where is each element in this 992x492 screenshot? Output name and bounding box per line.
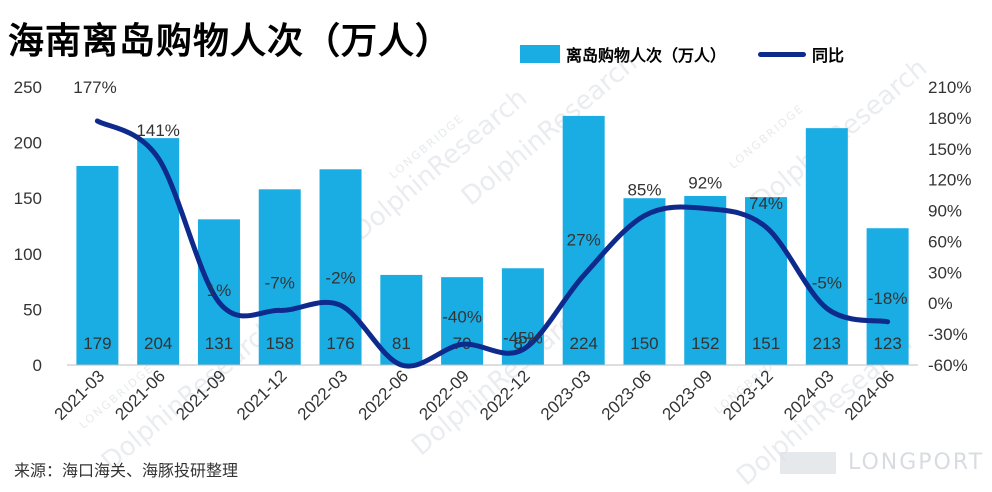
brand-text: LONGPORT <box>848 450 985 475</box>
line-value-label: 85% <box>627 181 661 200</box>
bar-value-label: 179 <box>83 334 111 353</box>
bar-value-label: 204 <box>144 334 172 353</box>
y-left-tick-label: 0 <box>33 356 42 375</box>
y-right-tick-label: 120% <box>928 171 971 190</box>
y-right-tick-label: -30% <box>928 325 968 344</box>
bar-value-label: 152 <box>691 334 719 353</box>
line-value-label: -45% <box>503 329 543 348</box>
line-value-label: 1% <box>207 281 232 300</box>
legend-bar-label: 离岛购物人次（万人） <box>566 46 727 65</box>
y-left-tick-label: 50 <box>23 300 42 319</box>
x-tick-label: 2022-03 <box>294 366 352 424</box>
x-tick-label: 2021-06 <box>111 366 169 424</box>
line-value-label: -5% <box>812 273 842 292</box>
bar <box>684 195 727 365</box>
line-value-label: 27% <box>567 230 601 249</box>
bar <box>197 219 240 365</box>
bar-value-label: 150 <box>630 334 658 353</box>
bar <box>76 165 119 365</box>
legend-line-label: 同比 <box>812 46 845 65</box>
bar <box>380 274 423 365</box>
yoy-line <box>94 118 891 369</box>
line-value-label: -18% <box>868 289 908 308</box>
x-tick-label: 2021-03 <box>51 366 109 424</box>
y-left-tick-label: 100 <box>14 245 42 264</box>
bar <box>562 115 605 365</box>
bar <box>137 138 180 365</box>
bar <box>866 228 909 365</box>
x-tick-label: 2022-12 <box>476 366 534 424</box>
x-tick-label: 2023-06 <box>598 366 656 424</box>
bar-value-label: 131 <box>205 334 233 353</box>
y-right-tick-label: 30% <box>928 263 962 282</box>
chart-title: 海南离岛购物人次（万人） <box>8 21 453 62</box>
x-tick-label: 2023-09 <box>659 366 717 424</box>
line-value-label: 177% <box>73 78 116 97</box>
y-right-tick-label: 180% <box>928 109 971 128</box>
bar <box>319 169 362 365</box>
bar <box>805 128 848 365</box>
bar <box>258 189 301 365</box>
line-value-label: 74% <box>749 194 783 213</box>
bar-value-label: 123 <box>873 334 901 353</box>
legend-line-swatch <box>758 51 807 57</box>
y-right-tick-label: 0% <box>928 294 953 313</box>
x-tick-label: 2023-12 <box>719 366 777 424</box>
x-tick-label: 2024-03 <box>780 366 838 424</box>
bar-value-label: 151 <box>752 334 780 353</box>
x-tick-label: 2022-09 <box>415 366 473 424</box>
y-right-tick-label: 210% <box>928 78 971 97</box>
line-value-label: -40% <box>442 307 482 326</box>
bar-value-label: 224 <box>569 334 597 353</box>
source-note: 来源：海口海关、海豚投研整理 <box>14 461 239 480</box>
brand-logo: LONGPORT <box>780 450 984 475</box>
x-tick-label: 2024-06 <box>841 366 899 424</box>
legend: 离岛购物人次（万人） 同比 <box>520 42 844 66</box>
y-right-tick-label: 60% <box>928 232 962 251</box>
bar-value-label: 81 <box>392 334 411 353</box>
bar-value-label: 213 <box>813 334 841 353</box>
y-right-tick-label: 90% <box>928 202 962 221</box>
line-value-label: -7% <box>265 273 295 292</box>
y-left-tick-label: 200 <box>14 134 42 153</box>
y-right-tick-label: -60% <box>928 356 968 375</box>
line-value-label: 92% <box>688 173 722 192</box>
x-tick-label: 2023-03 <box>537 366 595 424</box>
bar-value-label: 158 <box>266 334 294 353</box>
legend-bar-swatch <box>520 45 560 63</box>
y-right-tick-label: 150% <box>928 140 971 159</box>
bar-value-label: 176 <box>326 334 354 353</box>
x-tick-label: 2022-06 <box>355 366 413 424</box>
x-tick-label: 2021-09 <box>172 366 230 424</box>
y-left-tick-label: 150 <box>14 189 42 208</box>
line-value-label: 141% <box>136 121 179 140</box>
y-left-tick-label: 250 <box>14 78 42 97</box>
line-value-label: -2% <box>325 268 355 287</box>
x-tick-label: 2021-12 <box>233 366 291 424</box>
brand-mark <box>780 451 836 474</box>
